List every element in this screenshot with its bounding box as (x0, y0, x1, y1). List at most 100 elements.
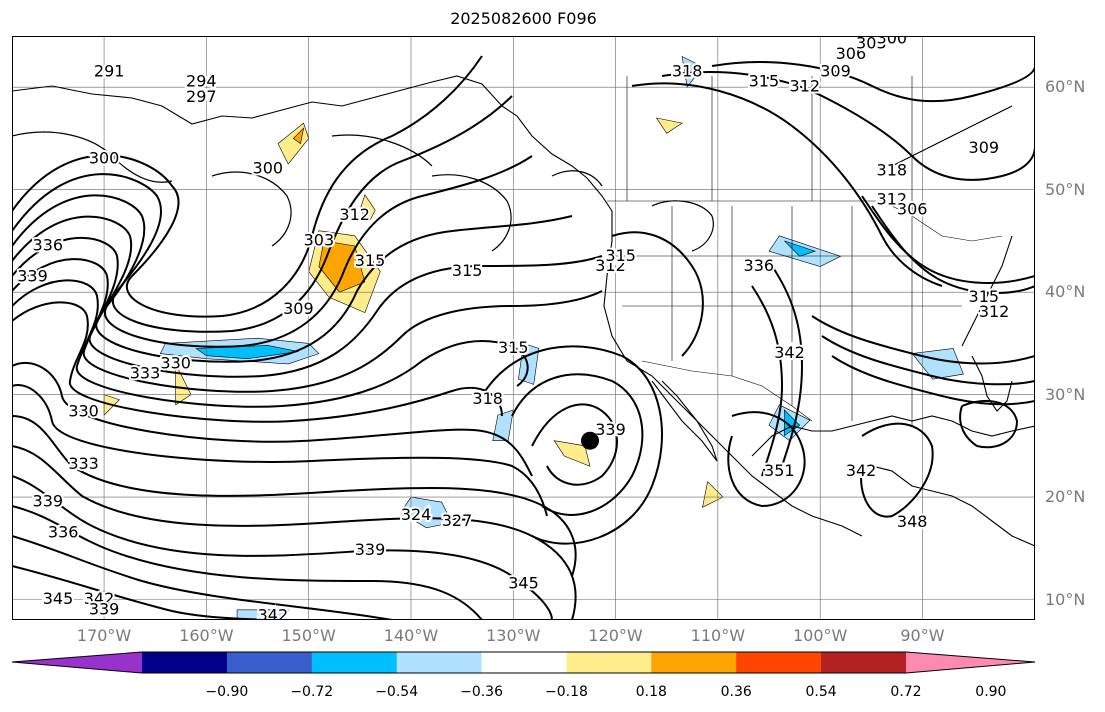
contour-label: 318 (877, 161, 908, 180)
shaded-area-pos_mid (318, 240, 366, 293)
contour-label: 336 (48, 522, 79, 541)
colorbar-extend-high (906, 652, 1035, 673)
coastlines (12, 75, 1035, 547)
contour-label: 294 (186, 72, 217, 91)
colorbar-tick-label: 0.18 (635, 684, 667, 700)
shaded-area-neg_mid (195, 345, 299, 360)
location-marker (581, 431, 599, 450)
contour-label: 345 (508, 574, 539, 593)
contour-label: 291 (94, 61, 125, 80)
latitude-label: 30°N (1045, 384, 1086, 404)
gulf-coast (751, 415, 1035, 457)
contour-label: 318 (672, 61, 703, 80)
contour-label: 342 (774, 343, 805, 362)
shaded-area-pos_light (702, 481, 724, 508)
contour-label: 300 (877, 36, 908, 48)
longitude-label: 120°W (588, 626, 643, 645)
colorbar-segment (736, 652, 822, 673)
colorbar (12, 651, 1036, 674)
contour-label: 342 (84, 589, 115, 608)
colorbar-segment (481, 652, 567, 673)
contour-label: 315 (355, 251, 386, 270)
contour-label: 324 (401, 505, 432, 524)
longitude-label: 140°W (383, 626, 439, 645)
map-frame (12, 36, 1035, 620)
shaded-area-pos_mid (292, 127, 305, 145)
colorbar-tick-label: 0.36 (720, 684, 752, 700)
contour-label: 297 (186, 87, 217, 106)
contour-label: 309 (283, 299, 314, 318)
contour-label: 312 (979, 302, 1010, 321)
weather-map: 2912942973003003033093123153153303333303… (12, 36, 1035, 620)
colorbar-tick-label: −0.72 (290, 684, 334, 700)
longitude-label: 150°W (281, 626, 336, 645)
contour-label: 333 (68, 454, 99, 473)
contour-label: 306 (836, 44, 867, 63)
latitude-label: 20°N (1045, 487, 1086, 507)
longitude-label: 170°W (76, 626, 132, 645)
contour-label: 318 (472, 389, 503, 408)
contour-label: 342 (258, 605, 289, 620)
colorbar-outline (12, 651, 1036, 674)
contour-label: 300 (89, 148, 120, 167)
latitude-label: 10°N (1045, 589, 1086, 609)
province-lines (626, 76, 913, 216)
colorbar-tick-label: 0.72 (890, 684, 922, 700)
contour-label: 330 (160, 353, 191, 372)
thin-contours (12, 131, 714, 252)
colorbar-tick-label: −0.90 (205, 684, 249, 700)
colorbar-tick-label: 0.54 (805, 684, 837, 700)
contour-label: 309 (820, 61, 851, 80)
longitude-label: 110°W (690, 626, 746, 645)
colorbar-tick-label: −0.36 (460, 684, 503, 700)
colorbar-segment (311, 652, 398, 673)
baja-coastline (651, 380, 718, 462)
latitude-label: 40°N (1045, 282, 1086, 302)
contour-label: 312 (339, 205, 370, 224)
colorbar-tick-label: −0.18 (544, 684, 588, 700)
contour-label: 312 (595, 256, 626, 275)
alaska-coastline (12, 75, 863, 537)
contour-label: 345 (43, 589, 74, 608)
contour-label: 339 (17, 266, 48, 285)
colorbar-segment (396, 652, 483, 673)
contour-label: 312 (877, 189, 908, 208)
longitude-label: 160°W (179, 626, 234, 645)
contour-label: 339 (355, 540, 386, 559)
contour-lines (12, 55, 1035, 620)
yucatan-coast (851, 465, 1035, 547)
contour-label: 300 (253, 159, 284, 178)
shaded-area-neg_light (400, 496, 453, 529)
contour-label: 315 (969, 287, 1000, 306)
us-mexico-border (641, 360, 813, 422)
contour-label: 351 (764, 461, 795, 480)
contour-label: 315 (749, 72, 780, 91)
contour-label: 303 (304, 230, 335, 249)
colorbar-segment (142, 652, 228, 673)
contour-label: 306 (897, 200, 928, 219)
shaded-area-neg_light (492, 409, 514, 442)
contour-label: 333 (130, 364, 161, 383)
contour-label: 336 (33, 236, 64, 255)
colorbar-segment (226, 652, 313, 673)
colorbar-tick-label: −0.54 (375, 684, 419, 700)
contour-labels: 2912942973003003033093123153153303333303… (15, 36, 1011, 620)
shaded-area-pos_light (655, 117, 683, 134)
contour-label: 342 (846, 461, 877, 480)
longitude-label: 90°W (900, 626, 945, 645)
contour-label: 303 (856, 36, 887, 53)
latitude-label: 60°N (1045, 77, 1086, 97)
contour-label: 315 (498, 338, 529, 357)
contour-label: 315 (605, 246, 636, 265)
colorbar-extend-low (12, 652, 142, 673)
colorbar-segment (651, 652, 737, 673)
contour-label: 339 (33, 492, 64, 511)
colorbar-segment (566, 652, 652, 673)
colorbar-segment (821, 652, 907, 673)
map-title: 2025082600 F096 (450, 9, 597, 28)
contour-label: 315 (452, 261, 483, 280)
contour-label: 327 (442, 511, 473, 530)
longitude-label: 130°W (486, 626, 541, 645)
east-coast (961, 235, 1013, 347)
contour-label: 336 (744, 256, 775, 275)
